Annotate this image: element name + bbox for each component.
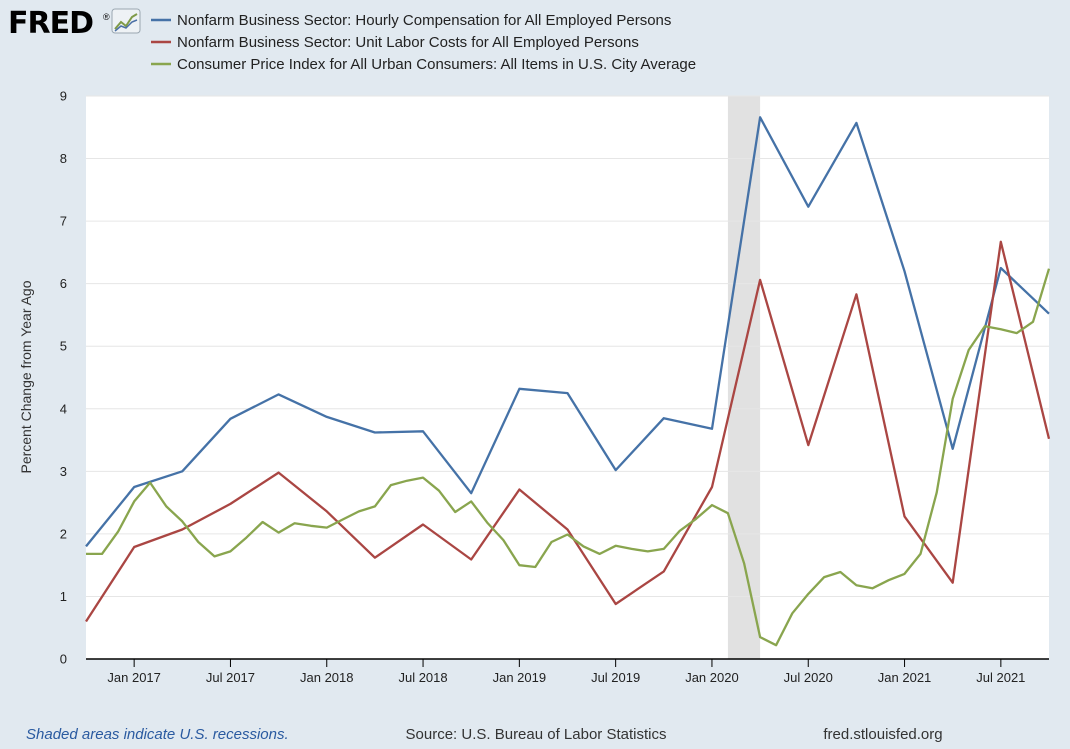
y-tick-label: 9 (60, 89, 67, 104)
site-link[interactable]: fred.stlouisfed.org (823, 726, 942, 743)
recession-note: Shaded areas indicate U.S. recessions. (26, 726, 289, 743)
fred-logo[interactable]: FRED ® (8, 6, 141, 41)
series-line-3[interactable] (86, 268, 1051, 647)
logo-registered-mark: ® (103, 12, 110, 22)
plot-area (86, 96, 1049, 659)
legend: Nonfarm Business Sector: Hourly Compensa… (151, 12, 696, 73)
y-tick-label: 2 (60, 526, 67, 541)
y-tick-label: 6 (60, 276, 67, 291)
x-tick-label: Jul 2018 (398, 670, 447, 685)
y-tick-label: 0 (60, 652, 67, 667)
x-tick-label: Jan 2020 (685, 670, 739, 685)
y-tick-label: 1 (60, 589, 67, 604)
x-tick-label: Jan 2019 (493, 670, 547, 685)
legend-label-1[interactable]: Nonfarm Business Sector: Hourly Compensa… (177, 12, 671, 29)
legend-label-3[interactable]: Consumer Price Index for All Urban Consu… (177, 56, 696, 73)
recession-shading-group (727, 96, 761, 659)
x-tick-label: Jan 2017 (107, 670, 161, 685)
logo-text: FRED (8, 6, 93, 41)
x-tick-label: Jul 2020 (784, 670, 833, 685)
source-text: Source: U.S. Bureau of Labor Statistics (406, 726, 667, 743)
y-tick-label: 5 (60, 339, 67, 354)
series-line-1[interactable] (85, 116, 1050, 548)
series-line-2[interactable] (85, 240, 1051, 623)
y-tick-label: 3 (60, 464, 67, 479)
y-tick-label: 4 (60, 401, 67, 416)
x-tick-label: Jul 2017 (206, 670, 255, 685)
x-tick-label: Jan 2021 (878, 670, 932, 685)
series-lines (85, 116, 1051, 647)
y-tick-label: 7 (60, 214, 67, 229)
recession-shade (727, 96, 761, 659)
y-tick-label: 8 (60, 151, 67, 166)
y-axis-title: Percent Change from Year Ago (18, 280, 34, 473)
x-axis-ticks: Jan 2017 Jul 2017 Jan 2018 Jul 2018 Jan 2019… (107, 659, 1025, 685)
x-tick-label: Jul 2019 (591, 670, 640, 685)
x-tick-label: Jul 2021 (976, 670, 1025, 685)
legend-label-2[interactable]: Nonfarm Business Sector: Unit Labor Cost… (177, 34, 639, 51)
gridlines (86, 95, 1049, 597)
line-chart-icon (111, 8, 141, 34)
x-tick-label: Jan 2018 (300, 670, 354, 685)
y-axis-ticks: 0 1 2 3 4 5 6 7 8 9 (60, 89, 67, 667)
